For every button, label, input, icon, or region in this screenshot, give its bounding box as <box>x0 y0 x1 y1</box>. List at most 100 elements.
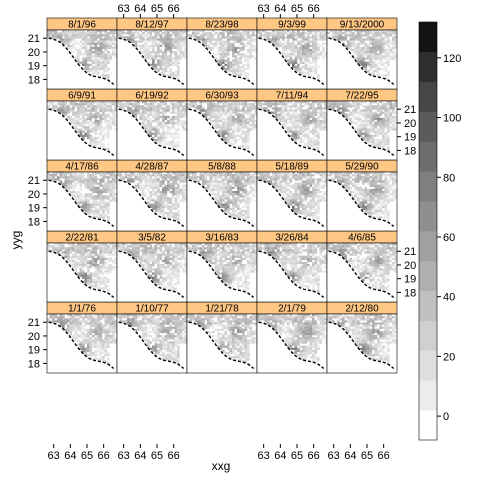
heat-cell <box>127 247 130 250</box>
heat-cell <box>279 322 283 325</box>
heat-cell <box>182 176 185 179</box>
heat-cell <box>247 182 250 185</box>
heat-cell <box>79 335 83 338</box>
heat-cell <box>382 197 385 200</box>
heat-cell <box>167 316 170 319</box>
heat-cell <box>82 199 85 202</box>
heat-cell <box>287 341 290 344</box>
heat-cell <box>227 257 230 261</box>
heat-cell <box>107 190 110 194</box>
heat-cell <box>102 314 105 317</box>
heat-cell <box>179 316 183 319</box>
heat-cell <box>154 349 158 353</box>
heat-cell <box>324 261 327 265</box>
heat-cell <box>74 245 78 248</box>
heat-cell <box>74 178 78 181</box>
heat-cell <box>139 326 143 329</box>
heat-cell <box>154 343 158 346</box>
heat-cell <box>97 332 100 336</box>
heat-cell <box>372 314 375 317</box>
heat-cell <box>232 182 235 185</box>
heat-cell <box>112 176 115 179</box>
heat-cell <box>237 184 240 187</box>
heat-cell <box>387 322 390 325</box>
heat-cell <box>287 261 290 265</box>
heat-cell <box>174 335 178 338</box>
heat-cell <box>359 178 363 181</box>
heat-cell <box>357 264 360 267</box>
heat-cell <box>387 188 390 192</box>
heat-cell <box>174 182 178 185</box>
heat-cell <box>357 261 360 265</box>
heat-cell <box>284 339 288 342</box>
panel-strip-label: 3/5/82 <box>138 233 166 244</box>
heat-cell <box>179 257 183 261</box>
heat-cell <box>167 330 170 334</box>
heat-cell <box>384 324 388 327</box>
heat-cell <box>74 322 78 325</box>
heat-cell <box>179 178 183 181</box>
heat-cell <box>294 328 298 332</box>
heat-cell <box>194 247 198 250</box>
heat-cell <box>102 280 105 284</box>
heat-cell <box>324 328 327 332</box>
heat-cell <box>112 247 115 250</box>
heat-cell <box>182 264 185 267</box>
heat-cell <box>147 322 150 325</box>
heat-cell <box>229 278 233 282</box>
heat-cell <box>154 326 158 329</box>
heat-cell <box>392 341 395 344</box>
heat-cell <box>377 247 380 250</box>
heat-cell <box>284 255 288 258</box>
heat-cell <box>142 257 145 261</box>
heat-cell <box>234 274 238 277</box>
heat-cell <box>379 358 383 361</box>
heat-cell <box>224 278 228 282</box>
heat-cell <box>299 176 303 179</box>
heat-cell <box>127 320 130 323</box>
heat-cell <box>179 330 183 334</box>
heat-cell <box>244 172 248 175</box>
heat-cell <box>97 178 100 181</box>
heat-cell <box>172 289 175 292</box>
heat-cell <box>249 259 253 263</box>
heat-cell <box>169 354 173 357</box>
heat-cell <box>227 343 230 346</box>
heat-cell <box>394 266 397 269</box>
heat-cell <box>72 180 75 183</box>
heat-cell <box>104 249 108 252</box>
heat-cell <box>299 184 303 187</box>
heat-cell <box>169 324 173 327</box>
heat-cell <box>214 328 218 332</box>
heat-cell <box>214 264 218 267</box>
heat-cell <box>247 276 250 279</box>
heat-cell <box>307 270 310 273</box>
heat-cell <box>312 207 315 211</box>
heat-cell <box>392 339 395 342</box>
heat-cell <box>157 253 160 256</box>
heat-cell <box>242 360 245 363</box>
heat-cell <box>104 188 108 192</box>
heat-cell <box>89 322 93 325</box>
heat-cell <box>374 264 378 267</box>
heat-cell <box>387 339 390 342</box>
heat-cell <box>232 341 235 344</box>
heat-cell <box>154 259 158 263</box>
heat-cell <box>292 268 295 271</box>
heat-cell <box>72 195 75 198</box>
heat-cell <box>382 347 385 350</box>
heat-cell <box>267 176 270 179</box>
heat-cell <box>222 345 225 348</box>
heat-cell <box>234 251 238 254</box>
heat-cell <box>169 314 173 317</box>
heat-cell <box>269 316 273 319</box>
heat-cell <box>114 341 117 344</box>
heat-cell <box>279 253 283 256</box>
heat-cell <box>109 326 113 329</box>
heat-cell <box>377 261 380 265</box>
heat-cell <box>92 335 95 338</box>
heat-cell <box>317 360 320 363</box>
heat-cell <box>84 251 88 254</box>
heat-cell <box>274 174 278 177</box>
heat-cell <box>212 251 215 254</box>
